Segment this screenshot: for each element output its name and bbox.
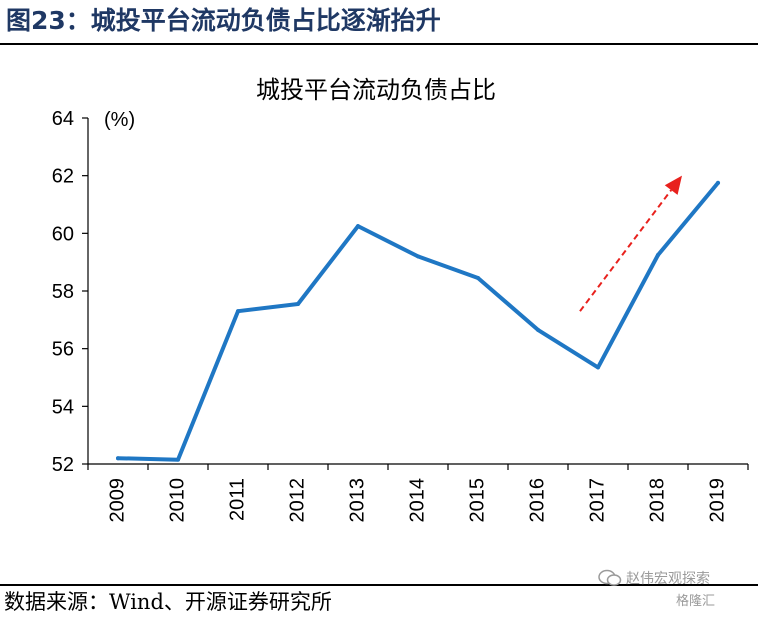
line-chart: 城投平台流动负债占比 (%) 52 54 56 58 60 62 64 2009 2010 201… bbox=[52, 76, 749, 523]
data-point bbox=[596, 365, 600, 370]
x-tick-label: 2016 bbox=[526, 478, 548, 523]
x-tick-label: 2012 bbox=[286, 478, 308, 523]
y-tick-label: 60 bbox=[52, 223, 74, 245]
annotation-layer bbox=[579, 175, 682, 312]
x-tick-label: 2011 bbox=[226, 478, 248, 521]
watermark-account: 赵伟宏观探索 bbox=[626, 571, 710, 587]
trend-arrow-line bbox=[579, 189, 672, 312]
y-tick-label: 62 bbox=[52, 166, 74, 188]
x-tick-label: 2017 bbox=[586, 478, 608, 523]
data-point bbox=[296, 301, 300, 306]
y-tick-label: 56 bbox=[52, 339, 74, 361]
y-tick-label: 52 bbox=[52, 454, 74, 476]
y-tick-label: 64 bbox=[52, 108, 74, 130]
series-layer bbox=[116, 180, 720, 462]
data-point bbox=[116, 456, 120, 461]
wechat-icon bbox=[598, 569, 622, 586]
data-point bbox=[656, 252, 660, 257]
x-tick-label: 2009 bbox=[106, 478, 128, 523]
top-rule bbox=[0, 43, 758, 45]
data-point bbox=[236, 309, 240, 314]
data-point bbox=[716, 180, 720, 185]
y-tick-label: 58 bbox=[52, 281, 74, 303]
x-tick-label: 2013 bbox=[346, 478, 368, 523]
data-point bbox=[476, 276, 480, 281]
watermark-brand: 格隆汇 bbox=[676, 594, 716, 609]
watermark: 赵伟宏观探索 格隆汇 bbox=[598, 566, 754, 610]
x-tick-label: 2015 bbox=[466, 478, 488, 523]
data-point bbox=[356, 224, 360, 229]
series-line bbox=[116, 180, 720, 462]
x-tick-label: 2010 bbox=[166, 478, 188, 523]
data-point bbox=[416, 254, 420, 259]
x-tick-label: 2018 bbox=[646, 478, 668, 523]
data-point bbox=[536, 327, 540, 332]
chart-title: 城投平台流动负债占比 bbox=[256, 76, 496, 104]
bottom-rule bbox=[0, 584, 758, 586]
axes: 52 54 56 58 60 62 64 2009 2010 2011 2012 2013 2014 20… bbox=[52, 108, 749, 523]
trend-arrow-head bbox=[664, 175, 682, 195]
y-tick-label: 54 bbox=[52, 396, 74, 418]
figure-title: 图23：城投平台流动负债占比逐渐抬升 bbox=[6, 6, 441, 35]
x-tick-label: 2019 bbox=[706, 478, 728, 523]
data-point bbox=[176, 457, 180, 462]
y-unit-label: (%) bbox=[104, 109, 135, 131]
source-note: 数据来源：Wind、开源证券研究所 bbox=[4, 590, 332, 614]
x-tick-label: 2014 bbox=[406, 478, 428, 523]
